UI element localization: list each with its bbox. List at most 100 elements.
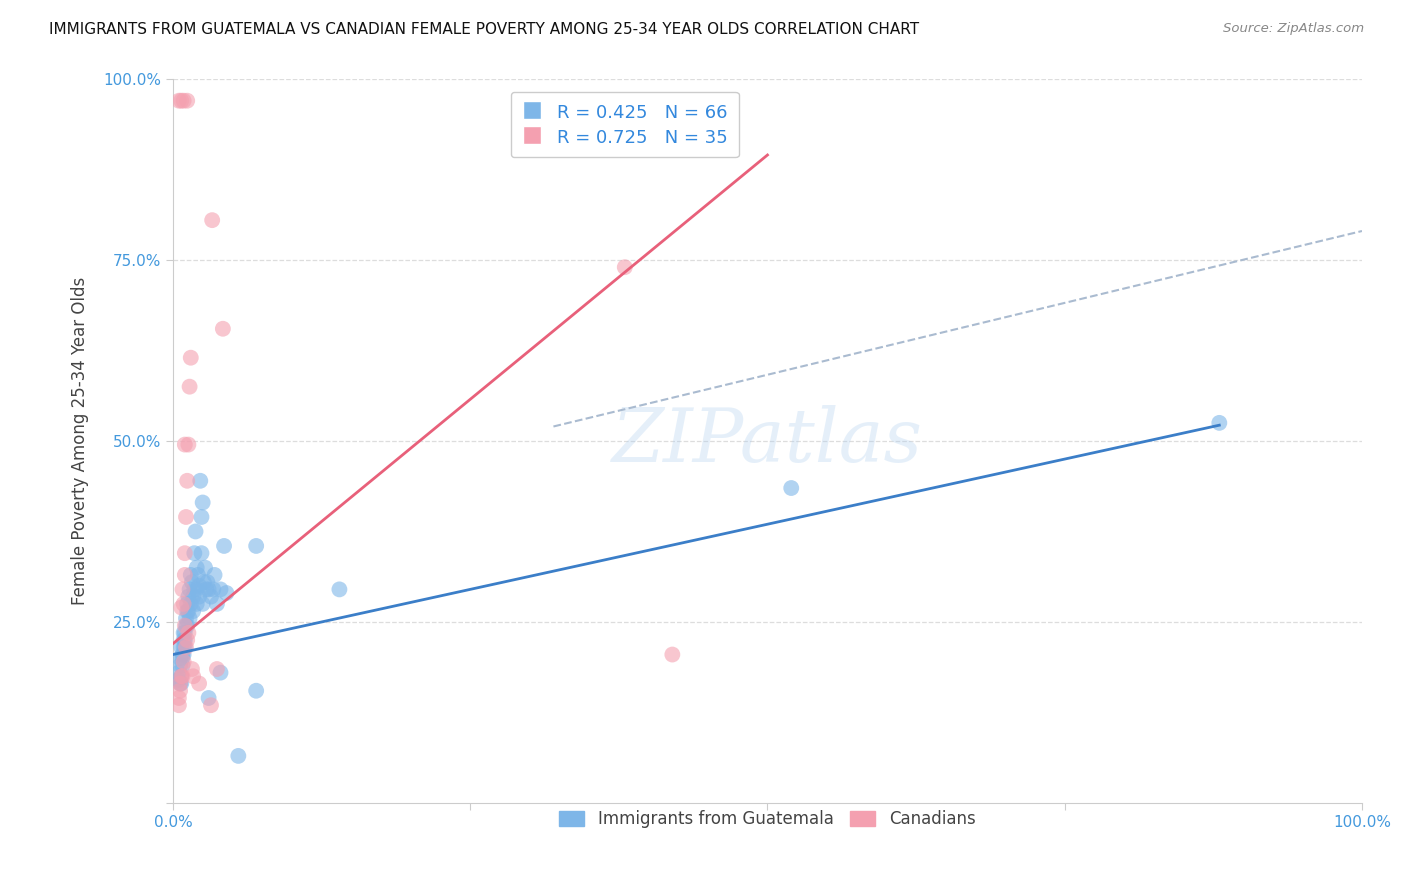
Point <box>197 690 219 705</box>
Point <box>197 582 219 597</box>
Point <box>177 604 200 618</box>
Point <box>209 582 232 597</box>
Point <box>170 600 193 615</box>
Point <box>186 560 208 574</box>
Point <box>188 676 211 690</box>
Point <box>188 590 211 604</box>
Point <box>180 351 202 365</box>
Point <box>173 633 195 648</box>
Point <box>212 539 235 553</box>
Point <box>228 748 250 763</box>
Point <box>169 676 191 690</box>
Point <box>167 690 190 705</box>
Point <box>204 568 226 582</box>
Point <box>191 495 214 509</box>
Point <box>179 611 201 625</box>
Point <box>179 379 201 393</box>
Point <box>180 597 202 611</box>
Point <box>167 698 190 713</box>
Point <box>194 560 217 574</box>
Point <box>183 546 205 560</box>
Point <box>174 618 197 632</box>
Point <box>173 568 195 582</box>
Point <box>215 586 238 600</box>
Point <box>172 669 194 683</box>
Point <box>173 640 195 655</box>
Point <box>172 648 194 662</box>
Point <box>174 510 197 524</box>
Point <box>212 322 235 336</box>
Text: IMMIGRANTS FROM GUATEMALA VS CANADIAN FEMALE POVERTY AMONG 25-34 YEAR OLDS CORRE: IMMIGRANTS FROM GUATEMALA VS CANADIAN FE… <box>49 22 920 37</box>
Point <box>197 575 219 590</box>
Point <box>1208 416 1230 430</box>
Point <box>780 481 803 495</box>
Text: ZIPatlas: ZIPatlas <box>612 405 922 477</box>
Point <box>167 94 190 108</box>
Point <box>173 597 195 611</box>
Point <box>176 597 198 611</box>
Point <box>176 618 198 632</box>
Point <box>173 640 195 655</box>
Point <box>169 658 191 673</box>
Point <box>173 655 195 669</box>
Point <box>169 651 191 665</box>
Point <box>169 676 191 690</box>
Text: Source: ZipAtlas.com: Source: ZipAtlas.com <box>1223 22 1364 36</box>
Legend: Immigrants from Guatemala, Canadians: Immigrants from Guatemala, Canadians <box>553 803 983 834</box>
Point <box>173 546 195 560</box>
Point <box>190 510 212 524</box>
Point <box>245 539 267 553</box>
Point <box>200 590 222 604</box>
Point <box>176 94 198 108</box>
Point <box>176 633 198 648</box>
Point <box>613 260 636 275</box>
Point <box>181 604 204 618</box>
Point <box>173 633 195 648</box>
Point <box>205 662 228 676</box>
Point <box>174 611 197 625</box>
Point <box>202 582 225 597</box>
Point <box>187 568 209 582</box>
Point <box>177 625 200 640</box>
Point <box>176 474 198 488</box>
Point <box>186 597 208 611</box>
Point <box>169 683 191 698</box>
Point <box>170 676 193 690</box>
Point <box>180 568 202 582</box>
Point <box>177 437 200 451</box>
Point <box>173 648 195 662</box>
Point <box>181 575 204 590</box>
Point <box>190 546 212 560</box>
Point <box>176 604 198 618</box>
Point <box>170 669 193 683</box>
Point <box>245 683 267 698</box>
Point <box>177 590 200 604</box>
Y-axis label: Female Poverty Among 25-34 Year Olds: Female Poverty Among 25-34 Year Olds <box>72 277 89 605</box>
Point <box>188 474 211 488</box>
Point <box>167 665 190 680</box>
Point <box>195 582 218 597</box>
Point <box>167 673 190 687</box>
Point <box>173 94 195 108</box>
Point <box>173 625 195 640</box>
Point <box>170 94 193 108</box>
Point <box>205 597 228 611</box>
Point <box>172 582 194 597</box>
Point <box>191 597 214 611</box>
Point <box>173 618 195 632</box>
Point <box>201 213 224 227</box>
Point <box>661 648 683 662</box>
Point <box>183 582 205 597</box>
Point <box>188 579 211 593</box>
Point <box>170 669 193 683</box>
Point <box>172 658 194 673</box>
Point <box>186 582 208 597</box>
Point <box>181 590 204 604</box>
Point <box>172 651 194 665</box>
Point <box>173 625 195 640</box>
Point <box>181 662 204 676</box>
Point <box>184 524 207 539</box>
Point <box>174 640 197 655</box>
Point <box>170 640 193 655</box>
Point <box>181 669 204 683</box>
